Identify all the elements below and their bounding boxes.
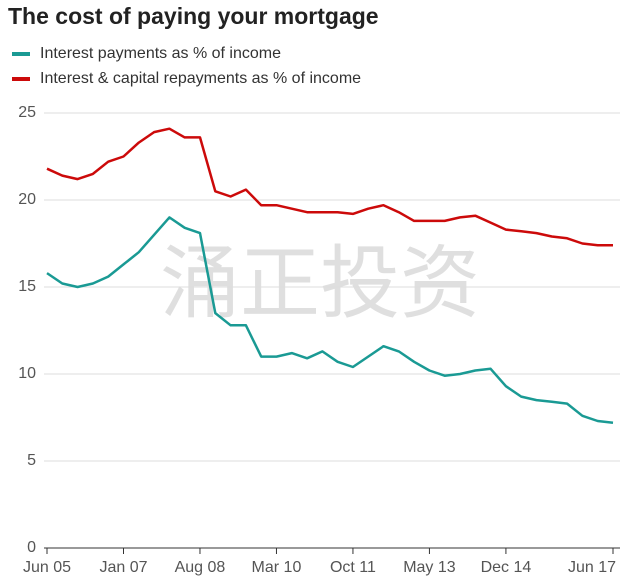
legend-label: Interest & capital repayments as % of in… xyxy=(40,70,361,87)
x-tick-label: Jun 17 xyxy=(568,559,616,576)
y-tick-label: 0 xyxy=(27,539,36,556)
chart-title: The cost of paying your mortgage xyxy=(8,3,379,29)
x-tick-label: Mar 10 xyxy=(252,559,302,576)
x-tick-label: Aug 08 xyxy=(175,559,226,576)
x-tick-label: Oct 11 xyxy=(330,559,376,576)
x-tick-label: Jun 05 xyxy=(23,559,71,576)
y-tick-label: 15 xyxy=(18,278,36,295)
y-tick-label: 5 xyxy=(27,452,36,469)
x-tick-label: Jan 07 xyxy=(99,559,147,576)
series-line xyxy=(46,127,613,247)
y-tick-label: 20 xyxy=(18,191,36,208)
x-tick-label: Dec 14 xyxy=(481,559,532,576)
legend-label: Interest payments as % of income xyxy=(40,45,281,62)
y-tick-label: 25 xyxy=(18,104,36,121)
y-tick-label: 10 xyxy=(18,365,36,382)
series-line xyxy=(46,216,614,424)
x-tick-label: May 13 xyxy=(403,559,456,576)
watermark: 涌正投资 xyxy=(160,237,480,330)
